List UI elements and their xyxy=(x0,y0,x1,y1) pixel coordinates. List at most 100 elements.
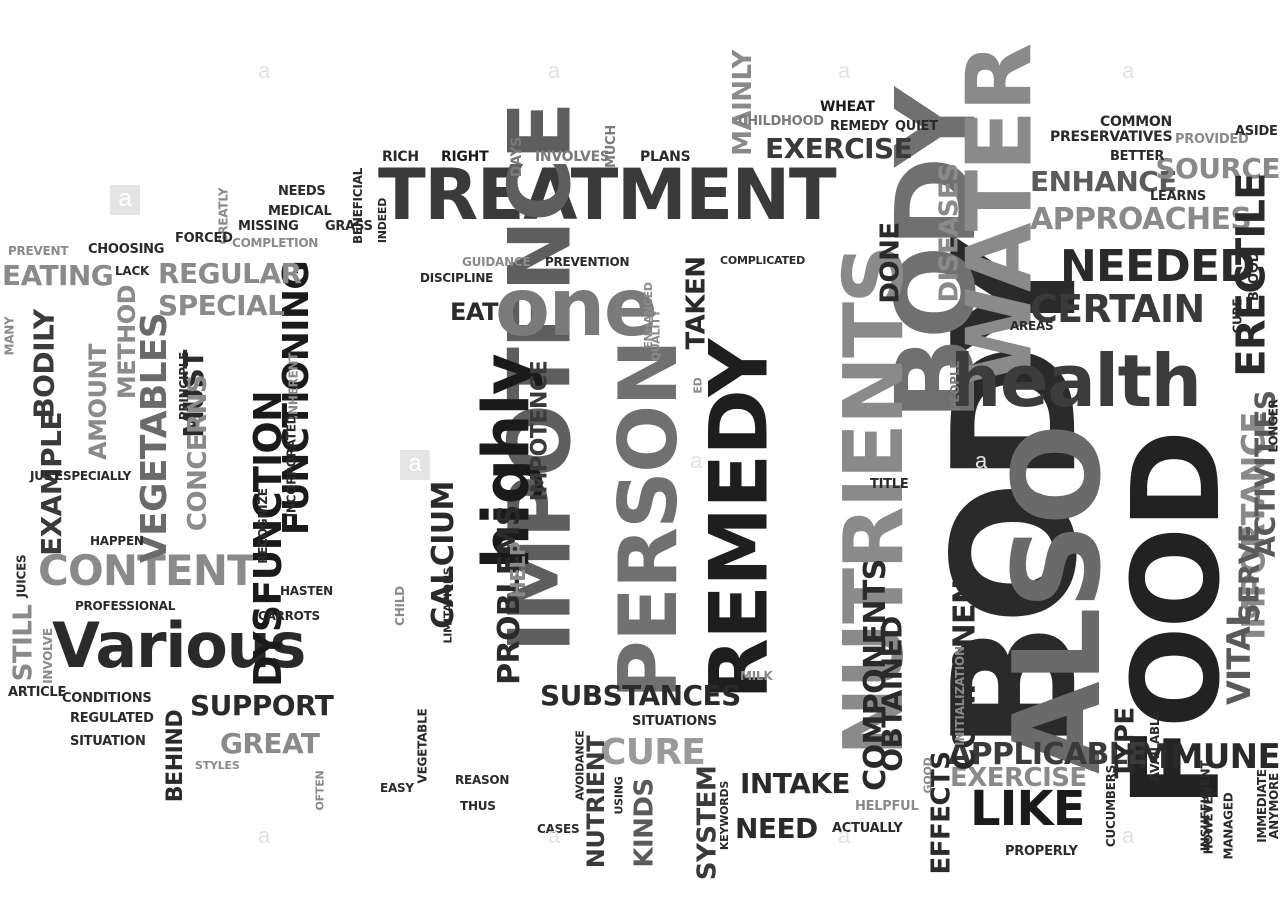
watermark-glyph: a xyxy=(975,448,988,473)
word-aside-79: ASIDE xyxy=(1235,124,1278,139)
watermark-glyph: a xyxy=(400,450,430,480)
word-vegetable-128: VEGETABLE xyxy=(415,708,430,784)
word-regular-42: REGULAR xyxy=(158,257,302,290)
word-just-111: JUST xyxy=(30,469,61,483)
word-limitations-118: LIMITATIONS xyxy=(441,567,455,644)
word-special-43: SPECIAL xyxy=(158,289,285,322)
word-properly-141: PROPERLY xyxy=(1005,844,1078,859)
word-discipline-104: DISCIPLINE xyxy=(420,271,494,285)
word-cases-134: CASES xyxy=(537,822,580,836)
word-areas-85: AREAS xyxy=(1010,319,1054,333)
word-vegetables-15: VEGETABLES xyxy=(133,313,175,563)
word-missing-91: MISSING xyxy=(238,219,299,234)
word-common-80: COMMON xyxy=(1100,114,1172,130)
watermark-glyph: a xyxy=(548,823,561,848)
word-blood-83: BLOOD xyxy=(1247,251,1263,302)
word-nutrient-61: NUTRIENT xyxy=(582,735,611,869)
watermark-glyph: a xyxy=(838,58,851,83)
word-remedy-75: REMEDY xyxy=(830,119,889,134)
word-remedy-8: REMEDY xyxy=(692,340,786,700)
word-principle-109: PRINCIPLE xyxy=(177,351,192,421)
watermark-glyph: a xyxy=(258,823,271,848)
word-days-69: DAYS xyxy=(509,136,526,178)
word-preservatives-77: PRESERVATIVES xyxy=(1050,129,1173,145)
word-choosing-98: CHOOSING xyxy=(88,242,165,257)
word-completion-95: COMPLETION xyxy=(232,236,319,250)
word-situation-126: SITUATION xyxy=(70,734,146,749)
word-guidance-101: GUIDANCE xyxy=(462,255,531,269)
word-keywords-137: KEYWORDS xyxy=(718,780,732,851)
word-behind-66: BEHIND xyxy=(163,709,189,803)
word-great-41: GREAT xyxy=(220,727,320,760)
word-article-123: ARTICLE xyxy=(8,685,67,700)
word-substances-38: SUBSTANCES xyxy=(540,679,741,712)
word-complicated-103: COMPLICATED xyxy=(720,254,805,267)
word-reason-132: REASON xyxy=(455,773,510,787)
word-exercise-34: EXERCISE xyxy=(765,132,913,165)
word-help-63: HELP xyxy=(506,541,531,599)
word-recognize-114: RECOGNIZE xyxy=(255,488,270,564)
word-still-51: STILL xyxy=(8,604,39,682)
word-much-71: MUCH xyxy=(603,125,619,168)
word-conditions-124: CONDITIONS xyxy=(62,691,152,706)
word-cucumbers-142: CUCUMBERS xyxy=(1104,764,1119,848)
word-needed-20: NEEDED xyxy=(1060,241,1256,292)
word-styles-129: STYLES xyxy=(195,759,240,772)
word-provided-78: PROVIDED xyxy=(1175,132,1249,147)
word-system-60: SYSTEM xyxy=(692,765,723,881)
word-one-12: one xyxy=(495,261,658,354)
watermark-glyph: a xyxy=(548,58,561,83)
word-bodily-48: BODILY xyxy=(27,309,61,419)
word-taken-55: TAKEN xyxy=(681,256,712,350)
word-often-130: OFTEN xyxy=(313,770,327,811)
word-many-108: MANY xyxy=(2,316,17,356)
word-ed-107: ED xyxy=(691,377,705,394)
word-treatment-0: TREATMENT xyxy=(378,154,837,236)
word-also-5: ALSO xyxy=(989,425,1129,775)
word-however-147: HOWEVER xyxy=(1201,787,1216,855)
word-done-53: DONE xyxy=(875,222,906,304)
word-incorporated-113: INCORPORATED xyxy=(284,414,299,518)
word-impotence-62: IMPOTENCE xyxy=(527,360,553,502)
word-avoidance-135: AVOIDANCE xyxy=(573,730,587,801)
word-hasten-116: HASTEN xyxy=(280,584,333,598)
word-child-119: CHILD xyxy=(392,586,407,626)
word-juices-117: JUICES xyxy=(14,554,29,598)
word-childhood-73: CHILDHOOD xyxy=(738,114,824,129)
word-professional-121: PROFESSIONAL xyxy=(75,599,176,613)
word-situations-127: SITUATIONS xyxy=(632,714,717,729)
word-lack-100: LACK xyxy=(115,264,150,278)
word-carrots-120: CARROTS xyxy=(258,609,320,623)
word-medical-90: MEDICAL xyxy=(268,204,332,219)
word-indeed-94: INDEED xyxy=(376,197,390,244)
word-immune-30: IMMUNE xyxy=(1124,737,1280,777)
word-example-47: EXAMPLE xyxy=(34,412,68,556)
word-using-136: USING xyxy=(612,776,626,815)
word-eating-44: EATING xyxy=(2,259,114,292)
word-prevention-102: PREVENTION xyxy=(545,255,630,269)
word-involves-70: INVOLVES xyxy=(535,149,610,165)
word-various-13: Various xyxy=(52,609,306,682)
word-certain-21: CERTAIN xyxy=(1030,287,1205,331)
word-beneficial-93: BENEFICIAL xyxy=(351,167,366,245)
word-milk-138: MILK xyxy=(740,669,773,683)
word-right-68: RIGHT xyxy=(441,149,489,165)
word-quality-106: QUALITY xyxy=(649,309,663,362)
word-involve-122: INVOLVE xyxy=(40,628,55,684)
word-longer-87: LONGER xyxy=(1267,399,1280,453)
word-good-144: GOOD xyxy=(921,757,935,794)
word-plans-72: PLANS xyxy=(640,149,691,165)
word-kinds-59: KINDS xyxy=(629,778,660,868)
word-cure-39: CURE xyxy=(600,732,706,773)
word-title-88: TITLE xyxy=(870,477,909,492)
watermark-glyph: a xyxy=(690,448,703,473)
word-people-86: PEOPLE xyxy=(948,360,963,412)
word-rich-67: RICH xyxy=(382,149,419,165)
word-needs-89: NEEDS xyxy=(278,184,326,199)
word-person-9: PERSON xyxy=(601,341,695,699)
word-inherent-110: INHERENT xyxy=(286,352,301,420)
watermark-glyph: a xyxy=(838,823,851,848)
word-grass-92: GRASS xyxy=(325,219,373,234)
word-forced-97: FORCED xyxy=(175,231,233,246)
